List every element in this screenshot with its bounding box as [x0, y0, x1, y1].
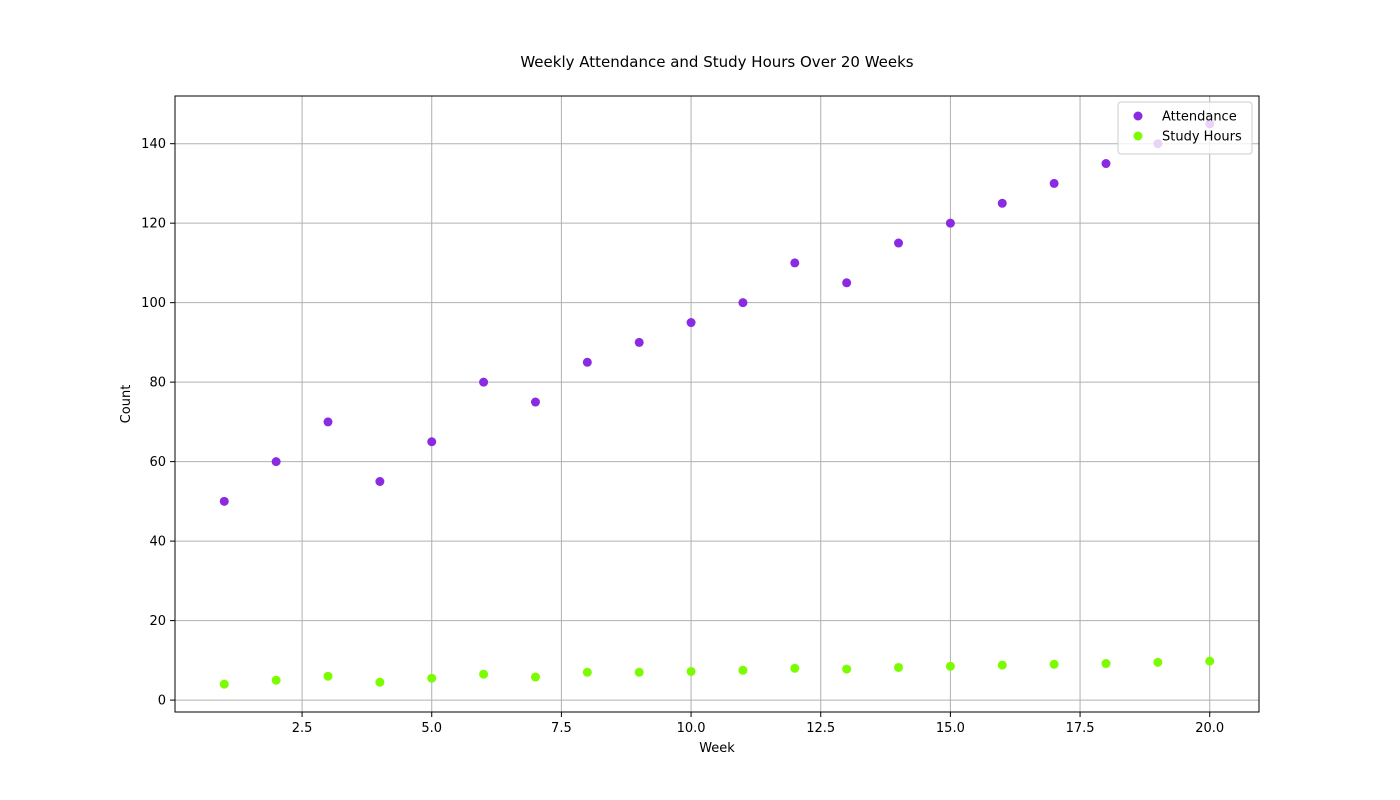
chart-title: Weekly Attendance and Study Hours Over 2…: [520, 53, 913, 71]
data-point: [323, 671, 333, 681]
legend-box: [1117, 101, 1253, 155]
data-point: [375, 677, 385, 687]
data-point: [271, 457, 281, 467]
data-point: [582, 357, 592, 367]
x-tick-label: 17.5: [1066, 721, 1095, 736]
data-point: [323, 417, 333, 427]
x-tick-label: 5.0: [421, 721, 442, 736]
grid: [175, 96, 1259, 712]
data-point: [738, 665, 748, 675]
data-point: [219, 496, 229, 506]
data-point: [582, 667, 592, 677]
data-point: [530, 672, 540, 682]
data-point: [1101, 159, 1111, 169]
data-point: [530, 397, 540, 407]
x-tick-label: 2.5: [292, 721, 313, 736]
data-point: [790, 258, 800, 268]
data-point: [894, 238, 904, 248]
data-point: [738, 298, 748, 308]
x-tick-label: 20.0: [1195, 721, 1224, 736]
data-point: [634, 337, 644, 347]
legend: Attendance Study Hours: [1117, 101, 1253, 155]
x-tick-label: 10.0: [677, 721, 706, 736]
y-tick-label: 80: [149, 376, 166, 391]
y-tick-label: 100: [141, 296, 166, 311]
data-point: [1205, 656, 1215, 666]
legend-entry-label: Attendance: [1162, 110, 1237, 125]
plot-frame: [174, 95, 1260, 713]
data-point: [634, 667, 644, 677]
axis-ticks: 2.5 5.0 7.5 10.0 12.5 15.0 17.5 20.0 0 20 40 60 80 10…: [141, 137, 1224, 736]
y-tick-label: 0: [158, 694, 166, 709]
data-point: [945, 661, 955, 671]
x-axis-label: Week: [699, 741, 735, 756]
data-point: [271, 675, 281, 685]
data-point: [427, 437, 437, 447]
data-point: [686, 318, 696, 328]
y-tick-label: 140: [141, 137, 166, 152]
data-point: [842, 278, 852, 288]
legend-marker: [1133, 111, 1143, 121]
data-point: [1049, 178, 1059, 188]
data-point: [997, 198, 1007, 208]
data-point: [375, 476, 385, 486]
data-point: [686, 666, 696, 676]
y-tick-label: 40: [149, 535, 166, 550]
data-point: [997, 660, 1007, 670]
data-point: [945, 218, 955, 228]
data-point: [427, 673, 437, 683]
data-point: [1101, 659, 1111, 669]
data-point: [219, 679, 229, 689]
data-point: [790, 663, 800, 673]
data-point: [479, 377, 489, 387]
data-point: [1049, 659, 1059, 669]
y-tick-label: 120: [141, 217, 166, 232]
data-point: [894, 662, 904, 672]
data-point: [842, 664, 852, 674]
y-tick-label: 60: [149, 455, 166, 470]
x-tick-label: 12.5: [806, 721, 835, 736]
y-tick-label: 20: [149, 614, 166, 629]
x-tick-label: 7.5: [551, 721, 572, 736]
data-point: [479, 669, 489, 679]
x-tick-label: 15.0: [936, 721, 965, 736]
legend-marker: [1133, 131, 1143, 141]
series-study-hours: [219, 656, 1215, 689]
legend-entry-label: Study Hours: [1162, 130, 1242, 145]
data-point: [1153, 657, 1163, 667]
y-axis-label: Count: [119, 385, 134, 424]
